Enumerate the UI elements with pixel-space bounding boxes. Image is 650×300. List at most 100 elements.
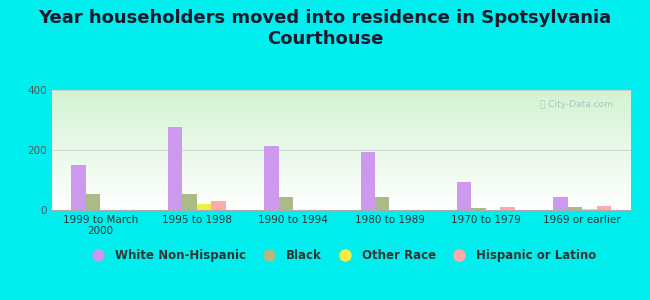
Bar xyxy=(86,194,100,210)
Bar xyxy=(52,167,630,168)
Bar xyxy=(52,139,630,140)
Bar xyxy=(52,91,630,92)
Bar xyxy=(52,205,630,206)
Bar xyxy=(52,143,630,144)
Bar xyxy=(52,190,630,191)
Bar xyxy=(211,201,226,210)
Bar xyxy=(52,149,630,150)
Bar xyxy=(52,157,630,158)
Bar xyxy=(52,173,630,174)
Bar xyxy=(52,95,630,96)
Bar xyxy=(52,120,630,121)
Bar xyxy=(52,195,630,196)
Bar xyxy=(471,208,486,210)
Bar xyxy=(52,177,630,178)
Bar xyxy=(52,188,630,189)
Bar xyxy=(52,163,630,164)
Bar xyxy=(52,115,630,116)
Bar xyxy=(52,98,630,99)
Bar xyxy=(52,96,630,97)
Bar xyxy=(500,207,515,210)
Bar xyxy=(52,179,630,180)
Bar xyxy=(52,134,630,135)
Bar xyxy=(52,206,630,207)
Bar xyxy=(52,200,630,201)
Bar xyxy=(52,170,630,171)
Bar xyxy=(52,128,630,129)
Bar xyxy=(52,176,630,177)
Bar xyxy=(52,113,630,114)
Bar xyxy=(52,146,630,147)
Bar xyxy=(52,184,630,185)
Bar xyxy=(52,186,630,187)
Bar xyxy=(52,145,630,146)
Bar xyxy=(52,203,630,204)
Bar xyxy=(52,126,630,127)
Bar xyxy=(375,196,389,210)
Bar xyxy=(52,158,630,159)
Bar xyxy=(168,127,182,210)
Bar xyxy=(52,132,630,133)
Bar xyxy=(52,164,630,165)
Bar xyxy=(52,107,630,108)
Bar xyxy=(52,202,630,203)
Bar xyxy=(52,169,630,170)
Bar xyxy=(52,199,630,200)
Bar xyxy=(52,114,630,115)
Bar xyxy=(279,196,293,210)
Text: Ⓢ City-Data.com: Ⓢ City-Data.com xyxy=(540,100,613,109)
Bar xyxy=(52,124,630,125)
Bar xyxy=(52,204,630,205)
Bar xyxy=(52,136,630,137)
Bar xyxy=(52,160,630,161)
Bar xyxy=(52,97,630,98)
Bar xyxy=(52,135,630,136)
Bar xyxy=(52,116,630,117)
Bar xyxy=(52,180,630,181)
Bar xyxy=(52,183,630,184)
Bar xyxy=(52,172,630,173)
Bar xyxy=(52,168,630,169)
Bar xyxy=(52,141,630,142)
Bar xyxy=(52,150,630,151)
Bar xyxy=(52,193,630,194)
Bar xyxy=(52,108,630,109)
Bar xyxy=(52,93,630,94)
Bar xyxy=(361,152,375,210)
Bar xyxy=(52,208,630,209)
Bar xyxy=(52,161,630,162)
Bar xyxy=(52,194,630,195)
Bar xyxy=(52,152,630,153)
Bar xyxy=(52,178,630,179)
Bar xyxy=(52,162,630,163)
Bar xyxy=(72,165,86,210)
Bar xyxy=(264,146,279,210)
Bar xyxy=(52,110,630,111)
Bar xyxy=(52,189,630,190)
Legend: White Non-Hispanic, Black, Other Race, Hispanic or Latino: White Non-Hispanic, Black, Other Race, H… xyxy=(82,244,601,266)
Bar xyxy=(196,204,211,210)
Bar xyxy=(52,99,630,100)
Bar xyxy=(52,182,630,183)
Bar xyxy=(52,109,630,110)
Bar xyxy=(52,100,630,101)
Bar xyxy=(52,105,630,106)
Bar xyxy=(52,130,630,131)
Bar xyxy=(52,102,630,103)
Bar xyxy=(52,187,630,188)
Bar xyxy=(52,129,630,130)
Bar xyxy=(52,151,630,152)
Bar xyxy=(52,174,630,175)
Bar xyxy=(52,119,630,120)
Bar xyxy=(457,182,471,210)
Bar xyxy=(582,208,597,210)
Bar xyxy=(52,111,630,112)
Text: Year householders moved into residence in Spotsylvania
Courthouse: Year householders moved into residence i… xyxy=(38,9,612,48)
Bar xyxy=(52,171,630,172)
Bar xyxy=(52,133,630,134)
Bar xyxy=(52,104,630,105)
Bar xyxy=(52,196,630,197)
Bar xyxy=(52,175,630,176)
Bar xyxy=(52,138,630,139)
Bar xyxy=(52,153,630,154)
